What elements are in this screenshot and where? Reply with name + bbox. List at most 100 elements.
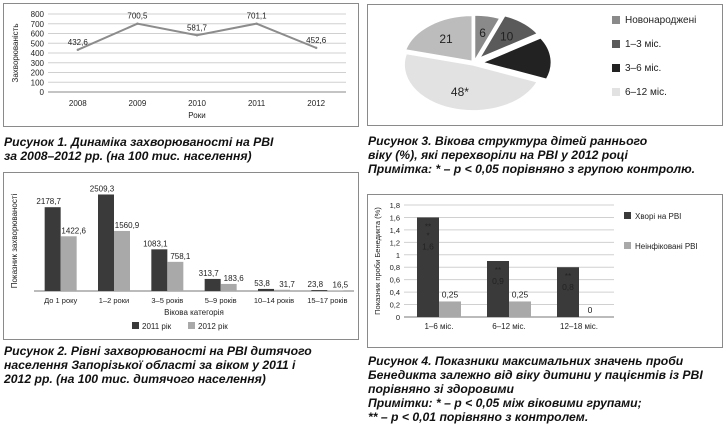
bar [557,267,579,317]
bar [258,288,274,291]
y-tick-label: 100 [31,78,45,87]
y-tick-label: 200 [31,69,45,78]
chart-panel-fig4: 0 0,2 0,4 0,6 0,8 1 1,2 1,4 1,6 1,8 ** * 1,6 0,25 1–6 … [367,194,723,348]
legend-label: 1–3 міс. [625,39,661,50]
pie-slice-label: 15 [518,53,532,67]
bar [487,261,509,317]
caption-fig4: Рисунок 4. Показники максимальних значен… [368,354,726,424]
x-tick-label: 12–18 міс. [560,322,598,331]
x-tick-label: 2008 [69,99,87,108]
y-axis-title: Показник захворюваності [10,193,19,288]
bar-value-label: 1422,6 [61,226,86,235]
significance-mark: ** [495,266,501,275]
caption-fig2-line2: населення Запорізької області за віком у… [4,358,296,372]
x-tick-label: 3–5 років [151,296,183,305]
data-point [76,48,80,52]
caption-fig4-line5: ** – p < 0,01 порівняно з контролем. [368,410,589,424]
bar-value-label: 1,6 [422,241,434,251]
chart-panel-fig1: 0 100 200 300 400 500 600 700 800 432,6 2008 700,5 2… [3,3,359,127]
bar [44,207,61,291]
bar-value-label: 0 [588,305,593,315]
y-tick-label: 800 [31,10,45,19]
y-tick-label: 1 [396,251,400,260]
significance-mark: ** [425,222,431,231]
bar [167,261,184,291]
legend-swatch [624,242,631,249]
bar-value-label: 2509,3 [90,184,115,193]
pie-slice [480,36,553,81]
bar [509,301,531,317]
legend-swatch [132,322,139,329]
caption-fig4-line2: Бенедикта залежно від віку дитини у паці… [368,368,703,382]
significance-mark: * [426,231,429,240]
pie-slice-label: 48* [451,85,469,99]
y-tick-label: 500 [31,39,45,48]
bar [220,283,237,291]
caption-fig2: Рисунок 2. Рівні захворюваності на РВІ д… [4,344,360,386]
caption-fig3-line3: Примітка: * – p < 0,05 порівняно з групо… [368,162,696,176]
data-label: 432,6 [68,38,89,47]
significance-mark: ** [565,272,571,281]
bar-value-label: 183,6 [224,274,245,283]
bar [204,278,221,291]
legend-label: 2011 рік [142,322,172,331]
pie-slice-label: 10 [500,29,514,43]
caption-fig4-line3: порівняно зі здоровими [368,382,514,396]
chart-panel-fig3: 6 10 15 48* 21 Новонароджені 1–3 міс. 3–6 міс. 6… [367,4,723,126]
x-tick-label: 1–6 міс. [424,322,453,331]
bar-value-label: 1083,1 [143,239,168,248]
bar [274,289,290,291]
x-axis-title: Роки [188,111,205,120]
pie-slice [404,14,474,63]
y-tick-label: 1,2 [390,238,400,247]
bar-value-label: 0,8 [562,282,574,292]
caption-fig2-line1: Рисунок 2. Рівні захворюваності на РВІ д… [4,344,312,358]
caption-fig4-line4: Примітки: * – p < 0,05 між віковими груп… [368,396,642,410]
x-tick-label: 2009 [129,99,147,108]
y-tick-label: 300 [31,59,45,68]
caption-fig1: Рисунок 1. Динаміка захворюваності на РВ… [4,135,360,163]
pie-slice-label: 21 [439,32,453,46]
bar-value-label: 53,8 [254,279,270,288]
data-point [195,34,199,37]
bar-value-label: 0,25 [512,289,529,299]
caption-fig4-line1: Рисунок 4. Показники максимальних значен… [368,354,684,368]
y-tick-label: 0 [40,88,45,97]
caption-fig3: Рисунок 3. Вікова структура дітей ранньо… [368,134,726,176]
bar-value-label: 758,1 [170,252,191,261]
x-tick-label: 15–17 років [307,296,347,305]
bar-value-label: 0,25 [442,289,459,299]
y-axis-title: Захворюваність [11,24,20,83]
y-tick-label: 0,8 [390,263,400,272]
y-tick-label: 700 [31,20,45,29]
bar [311,290,328,291]
bar [60,236,77,291]
pie-slice-label: 6 [479,26,486,40]
bar [417,217,439,317]
legend-swatch [612,64,620,72]
data-point [255,22,258,25]
x-tick-label: До 1 року [44,296,77,305]
bar-value-label: 313,7 [199,269,220,278]
y-tick-label: 400 [31,49,45,58]
y-tick-label: 0 [396,313,400,322]
legend-label: Хворі на РВІ [635,212,681,221]
bar [114,230,130,291]
chart-panel-fig2: 2178,7 1422,6 До 1 року 2509,3 1560,9 1–2 рок… [3,172,359,340]
data-point [315,46,318,50]
legend-swatch [188,322,195,329]
bar-chart-fig2: 2178,7 1422,6 До 1 року 2509,3 1560,9 1–2 рок… [10,184,354,331]
data-label: 581,7 [187,23,208,32]
y-axis-title: Показник проби Бенедикта (%) [373,207,382,315]
bar [439,301,461,317]
legend-label: Новонароджені [625,15,696,26]
bar-value-label: 1560,9 [115,221,140,230]
bar-value-label: 16,5 [333,280,349,289]
bar-value-label: 0,9 [492,276,504,286]
legend-label: 6–12 міс. [625,87,667,98]
caption-fig2-line3: 2012 рр. (на 100 тис. дитячого населення… [4,372,266,386]
x-tick-label: 5–9 років [205,296,237,305]
pie-chart-fig3: 6 10 15 48* 21 Новонароджені 1–3 міс. 3–6 міс. 6… [403,14,696,112]
pie-slice [477,14,539,60]
